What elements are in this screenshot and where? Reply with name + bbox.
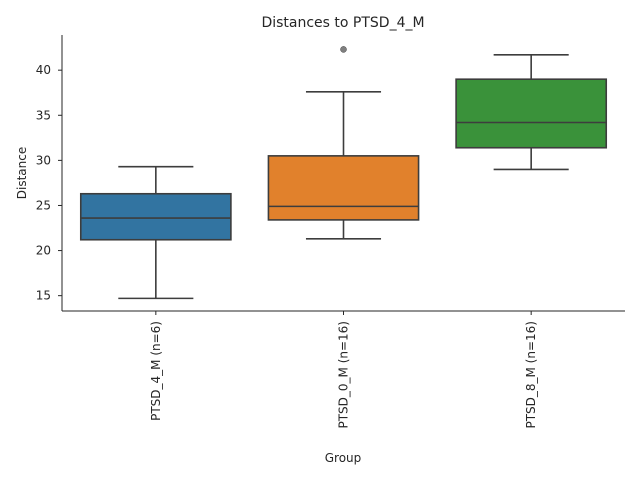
box-group: [79, 165, 232, 300]
x-tick-label: PTSD_0_M (n=16): [337, 321, 351, 429]
x-axis-label: Group: [325, 451, 362, 465]
y-tick-label: 40: [36, 63, 51, 77]
x-tick-label: PTSD_8_M (n=16): [524, 321, 538, 429]
boxes-layer: [79, 46, 608, 300]
y-tick-label: 25: [36, 198, 51, 212]
box-group: [455, 54, 608, 171]
iqr-box: [267, 155, 420, 221]
x-tick-label: PTSD_4_M (n=6): [149, 321, 163, 421]
y-axis-label: Distance: [15, 147, 29, 199]
y-tick-label: 35: [36, 108, 51, 122]
iqr-box: [79, 192, 232, 241]
x-ticks: PTSD_4_M (n=6) PTSD_0_M (n=16) PTSD_8_M (n…: [149, 311, 538, 429]
outlier-point: [340, 46, 347, 53]
y-tick-label: 15: [36, 289, 51, 303]
chart-title: Distances to PTSD_4_M: [261, 15, 424, 31]
box-group: [267, 46, 420, 240]
iqr-box: [455, 78, 608, 149]
y-tick-label: 30: [36, 153, 51, 167]
y-ticks: 15 20 25 30 35 40: [36, 63, 62, 303]
y-tick-label: 20: [36, 244, 51, 258]
